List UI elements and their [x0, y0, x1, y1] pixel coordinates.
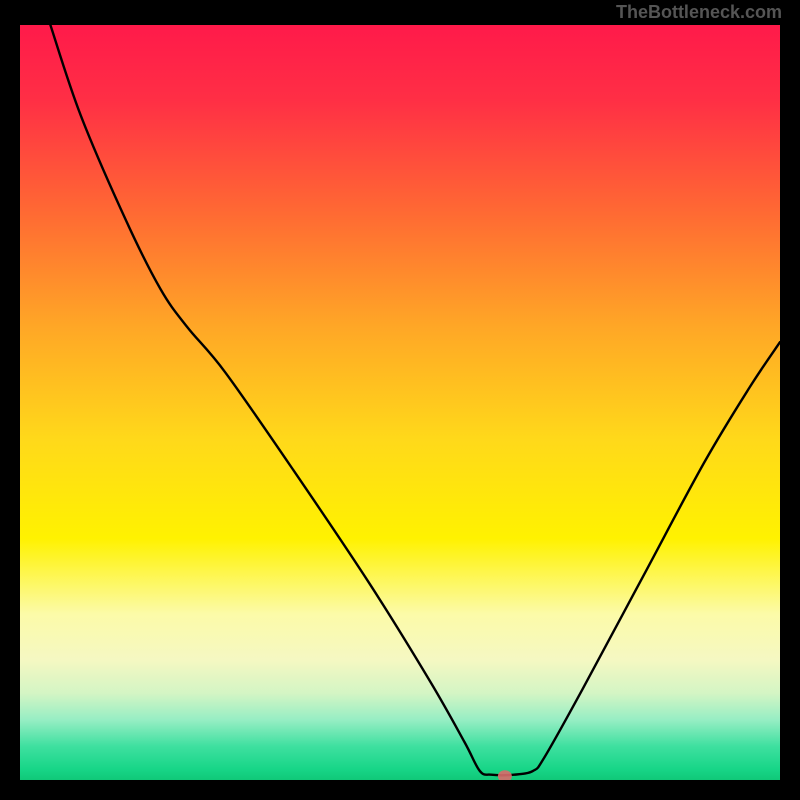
gradient-background: [20, 25, 780, 780]
bottleneck-plot: [20, 25, 780, 780]
watermark-text: TheBottleneck.com: [616, 2, 782, 23]
plot-svg: [20, 25, 780, 780]
